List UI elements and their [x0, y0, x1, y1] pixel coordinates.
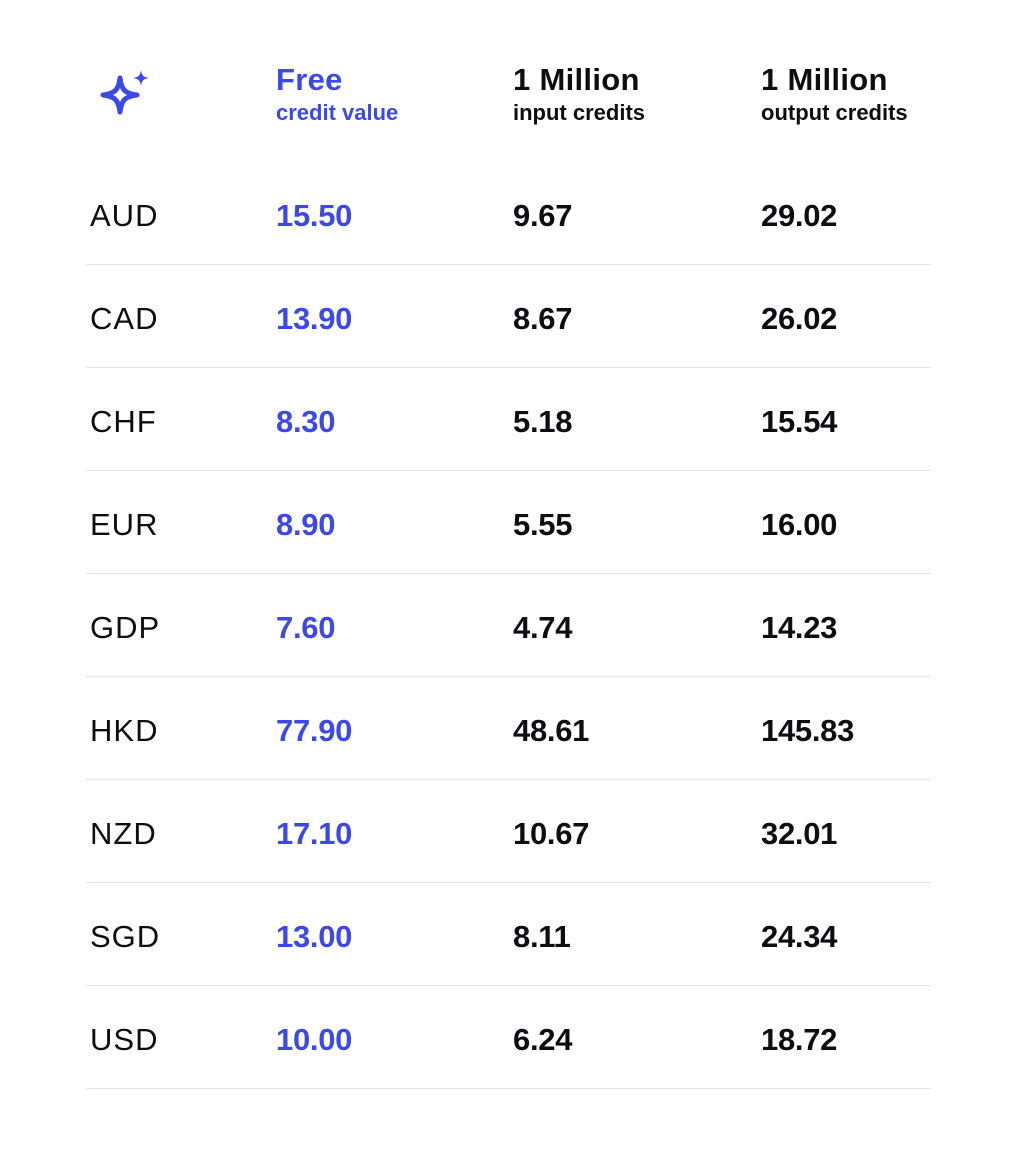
currency-code: GDP: [90, 610, 161, 645]
input-credit-price: 5.55: [513, 507, 573, 542]
output-credit-price: 18.72: [761, 1022, 838, 1057]
free-credit-value: 17.10: [276, 816, 353, 851]
free-credit-value: 15.50: [276, 198, 353, 233]
table-row: EUR 8.90 5.55 16.00: [86, 471, 931, 574]
currency-code: EUR: [90, 507, 159, 542]
input-credit-price: 8.11: [513, 919, 571, 954]
output-credit-price: 24.34: [761, 919, 838, 954]
header-free-credit: Free credit value: [276, 60, 398, 126]
header-output-subtitle: output credits: [761, 100, 908, 125]
free-credit-value: 13.90: [276, 301, 353, 336]
currency-code: HKD: [90, 713, 159, 748]
table-row: AUD 15.50 9.67 29.02: [86, 162, 931, 265]
output-credit-price: 32.01: [761, 816, 838, 851]
output-credit-price: 26.02: [761, 301, 838, 336]
table-row: SGD 13.00 8.11 24.34: [86, 883, 931, 986]
input-credit-price: 10.67: [513, 816, 590, 851]
output-credit-price: 14.23: [761, 610, 838, 645]
free-credit-value: 8.30: [276, 404, 336, 439]
header-input-subtitle: input credits: [513, 100, 646, 125]
input-credit-price: 5.18: [513, 404, 573, 439]
header-input-credits: 1 Million input credits: [513, 60, 645, 126]
currency-code: AUD: [90, 198, 159, 233]
free-credit-value: 13.00: [276, 919, 353, 954]
output-credit-price: 15.54: [761, 404, 838, 439]
header-free-subtitle: credit value: [276, 100, 399, 125]
table-row: GDP 7.60 4.74 14.23: [86, 574, 931, 677]
sparkle-icon: [100, 70, 149, 115]
header-free-title: Free: [276, 62, 343, 97]
currency-code: NZD: [90, 816, 157, 851]
table-header: Free credit value 1 Million input credit…: [86, 60, 931, 162]
input-credit-price: 4.74: [513, 610, 573, 645]
input-credit-price: 8.67: [513, 301, 573, 336]
header-output-credits: 1 Million output credits: [761, 60, 908, 126]
output-credit-price: 29.02: [761, 198, 838, 233]
free-credit-value: 10.00: [276, 1022, 353, 1057]
header-output-title: 1 Million: [761, 62, 888, 97]
free-credit-value: 7.60: [276, 610, 336, 645]
table-row: NZD 17.10 10.67 32.01: [86, 780, 931, 883]
currency-code: SGD: [90, 919, 161, 954]
free-credit-value: 8.90: [276, 507, 336, 542]
input-credit-price: 6.24: [513, 1022, 573, 1057]
currency-code: CHF: [90, 404, 157, 439]
output-credit-price: 145.83: [761, 713, 855, 748]
output-credit-price: 16.00: [761, 507, 838, 542]
table-row: HKD 77.90 48.61 145.83: [86, 677, 931, 780]
pricing-table: Free credit value 1 Million input credit…: [86, 60, 931, 1089]
table-row: CHF 8.30 5.18 15.54: [86, 368, 931, 471]
free-credit-value: 77.90: [276, 713, 353, 748]
table-row: CAD 13.90 8.67 26.02: [86, 265, 931, 368]
currency-code: CAD: [90, 301, 159, 336]
table-row: USD 10.00 6.24 18.72: [86, 986, 931, 1089]
input-credit-price: 48.61: [513, 713, 590, 748]
input-credit-price: 9.67: [513, 198, 573, 233]
currency-code: USD: [90, 1022, 159, 1057]
header-input-title: 1 Million: [513, 62, 640, 97]
